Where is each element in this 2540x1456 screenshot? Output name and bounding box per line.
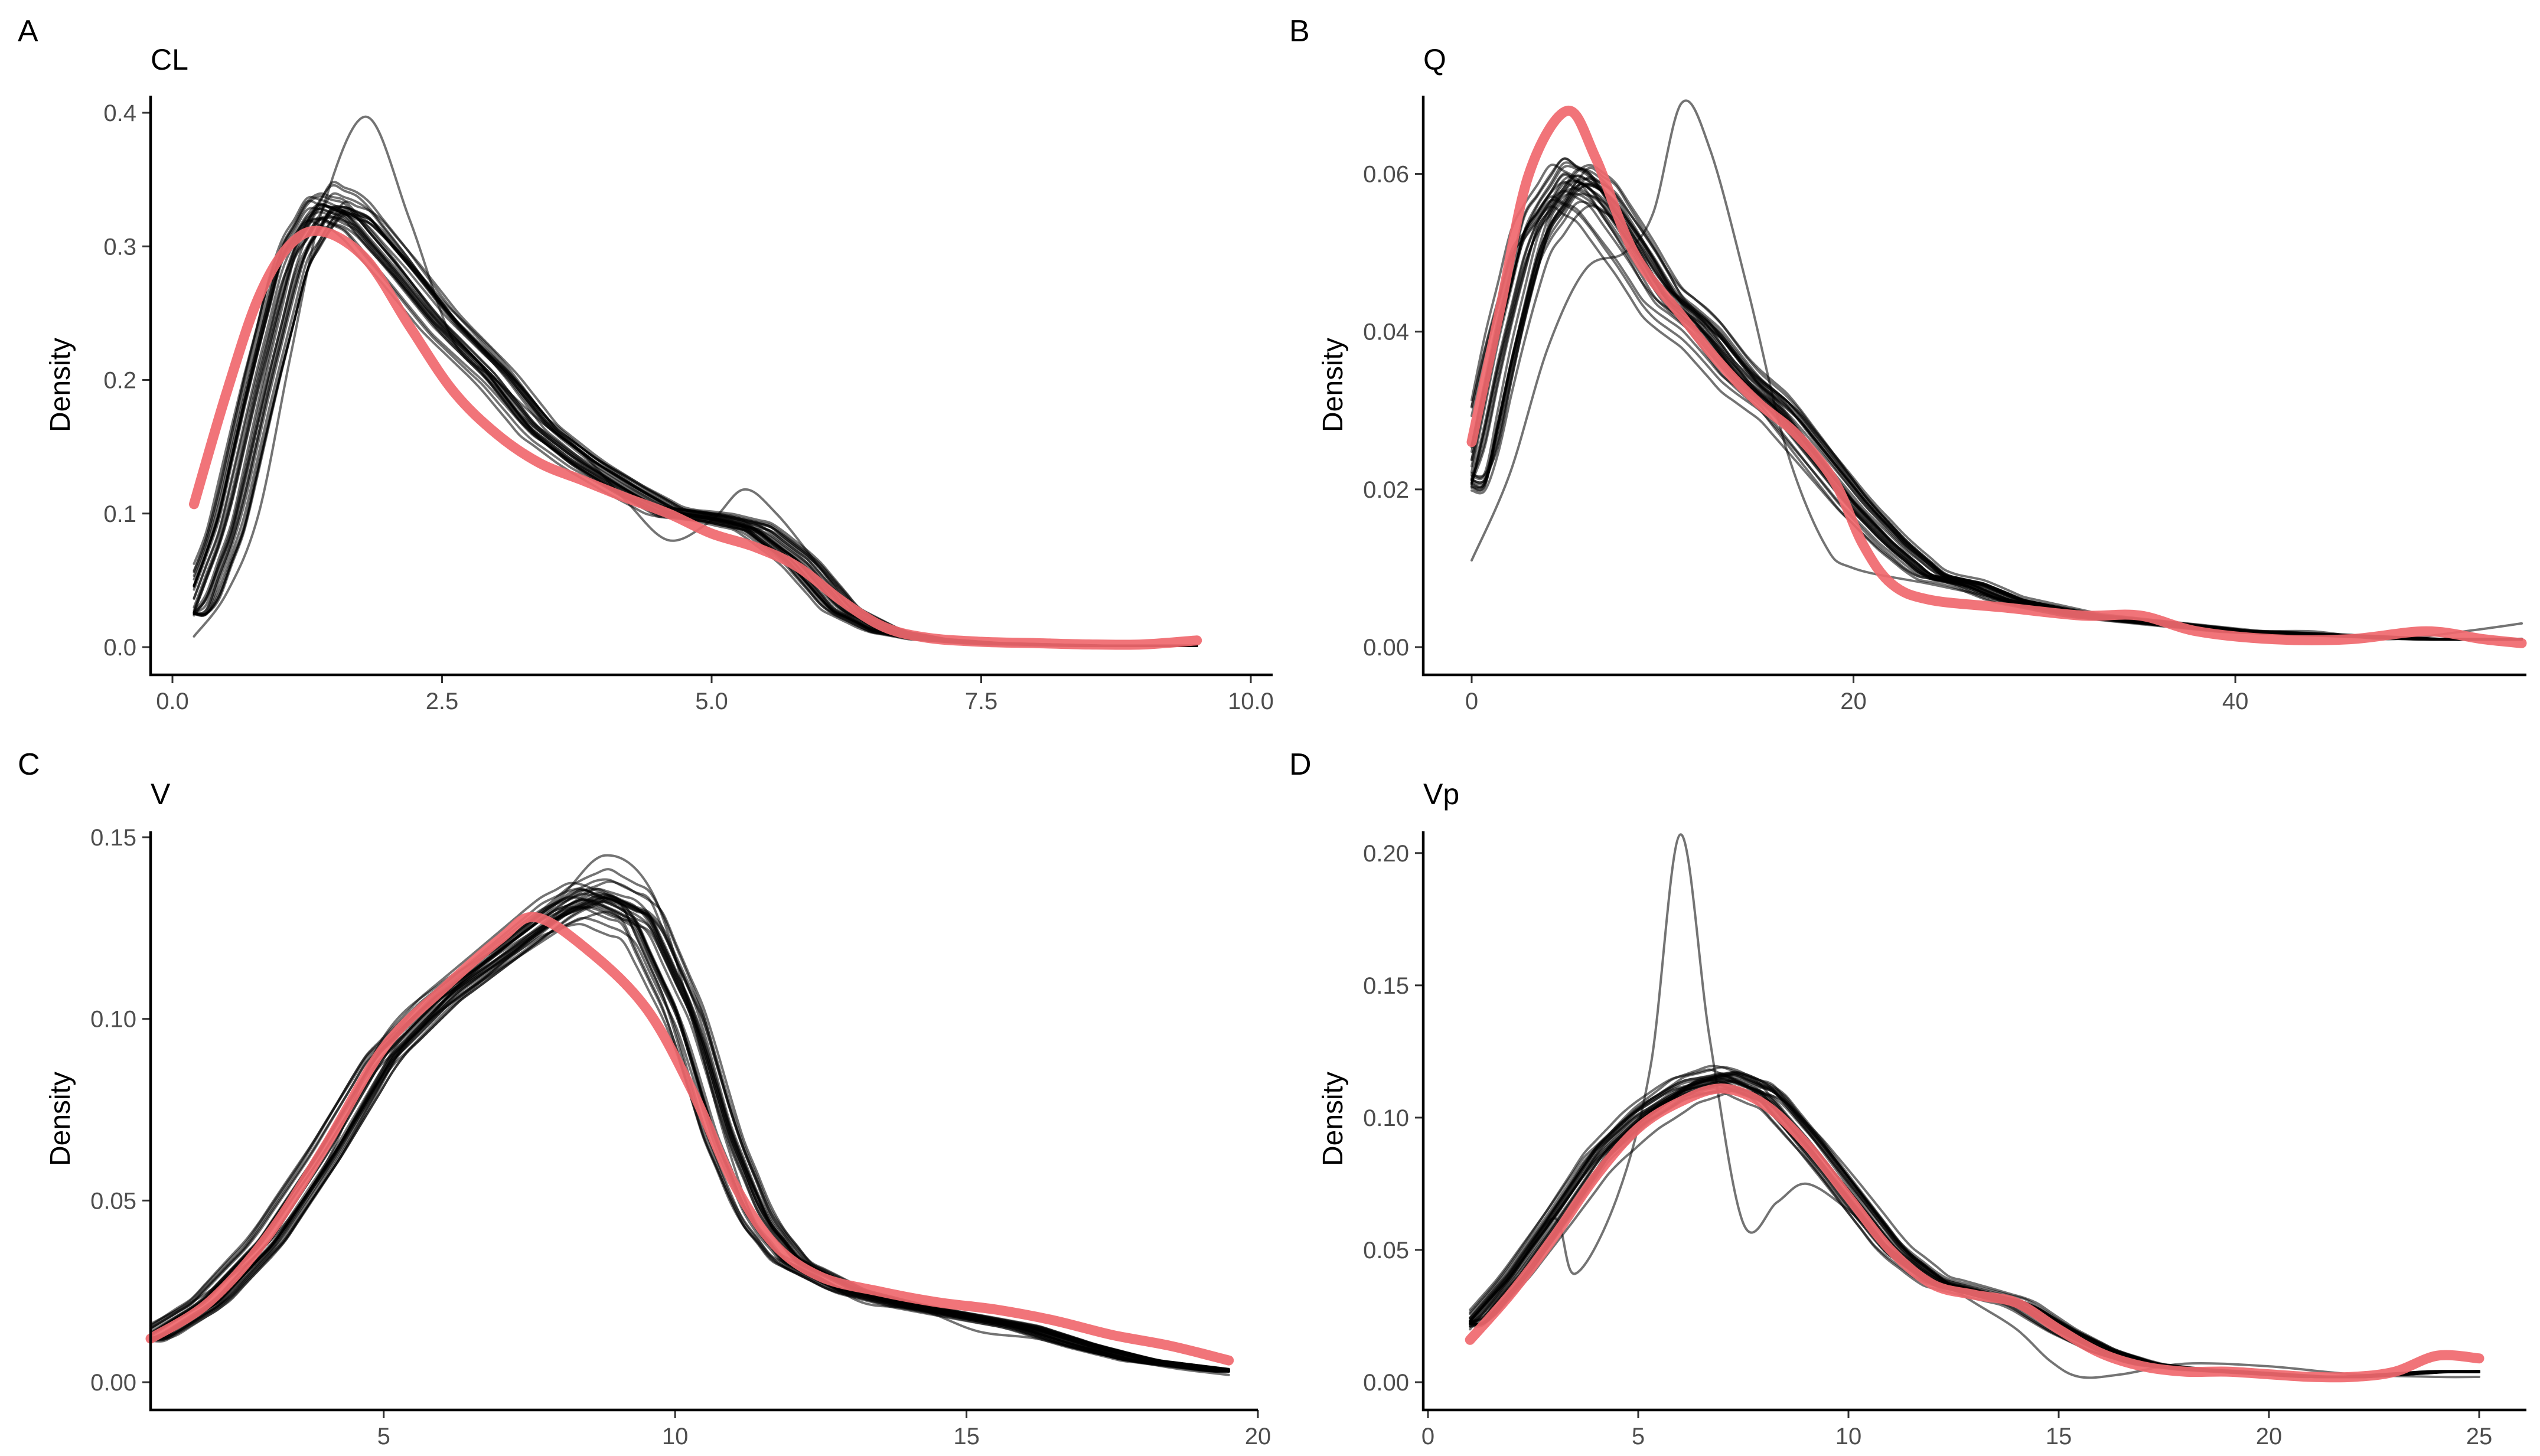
y-tick-label: 0.2 [103, 368, 136, 394]
x-tick-label: 5 [377, 1424, 390, 1450]
panel-letter: D [1289, 747, 1312, 782]
x-tick-label: 0 [1465, 688, 1478, 714]
x-tick-label: 25 [2466, 1424, 2493, 1450]
y-axis-ticks: 0.00 0.05 0.10 0.15 0.20 [1363, 841, 1423, 1396]
y-axis-ticks: 0.0 0.1 0.2 0.3 0.4 [103, 100, 151, 661]
panel-title: V [151, 778, 171, 811]
density-curves [145, 854, 1234, 1376]
axes-frame [149, 831, 1258, 1412]
panel-letter: C [18, 747, 40, 782]
x-tick-label: 7.5 [965, 688, 998, 714]
observed-density-line [1466, 106, 2527, 648]
density-curves [1466, 99, 2527, 648]
y-tick-label: 0.10 [90, 1007, 136, 1033]
y-tick-label: 0.00 [1363, 1370, 1409, 1396]
observed-density-line [1465, 1083, 2484, 1383]
y-tick-label: 0.15 [1363, 973, 1409, 999]
panel-title: CL [151, 43, 188, 76]
density-curves [1465, 833, 2484, 1383]
x-tick-label: 15 [953, 1424, 980, 1450]
y-tick-label: 0.00 [1363, 635, 1409, 661]
x-tick-label: 15 [2046, 1424, 2072, 1450]
panel-title: Vp [1423, 778, 1459, 811]
y-axis-label: Density [45, 338, 76, 432]
simulated-density-line [1470, 99, 2523, 641]
x-tick-label: 40 [2222, 688, 2249, 714]
x-tick-label: 0.0 [156, 688, 189, 714]
x-tick-label: 5.0 [695, 688, 728, 714]
panel-a: A CL Density 0.0 0.1 0.2 0.3 0.4 0.0 2.5 5.0 7.… [18, 14, 1274, 714]
x-tick-label: 10 [662, 1424, 689, 1450]
simulated-density-line [1469, 833, 2480, 1379]
panel-c: C V Density 0.00 0.05 0.10 0.15 5 10 15 20 [18, 747, 1271, 1450]
panel-letter: A [18, 14, 38, 48]
panel-title: Q [1423, 43, 1446, 76]
axes-frame [1421, 831, 2526, 1412]
panel-letter: B [1289, 14, 1310, 48]
y-tick-label: 0.20 [1363, 841, 1409, 867]
y-axis-ticks: 0.00 0.05 0.10 0.15 [90, 825, 151, 1396]
x-tick-label: 20 [1840, 688, 1867, 714]
x-tick-label: 2.5 [426, 688, 459, 714]
y-tick-label: 0.00 [90, 1370, 136, 1396]
y-tick-label: 0.1 [103, 501, 136, 527]
y-tick-label: 0.02 [1363, 477, 1409, 503]
axes-frame [1421, 96, 2526, 677]
x-axis-ticks: 0 20 40 [1465, 675, 2248, 714]
x-tick-label: 10 [1835, 1424, 1862, 1450]
y-tick-label: 0.04 [1363, 319, 1409, 345]
y-tick-label: 0.05 [90, 1188, 136, 1214]
y-tick-label: 0.4 [103, 100, 136, 126]
y-axis-label: Density [1318, 1072, 1349, 1166]
x-tick-label: 20 [1245, 1424, 1271, 1450]
x-tick-label: 5 [1632, 1424, 1645, 1450]
x-tick-label: 10.0 [1228, 688, 1274, 714]
density-curves [189, 115, 1202, 650]
y-tick-label: 0.3 [103, 234, 136, 260]
x-axis-ticks: 0 5 10 15 20 25 [1421, 1410, 2492, 1450]
observed-density-line [145, 912, 1234, 1366]
simulated-density-line [149, 854, 1230, 1376]
observed-density-line [189, 226, 1202, 650]
y-tick-label: 0.10 [1363, 1105, 1409, 1131]
y-axis-label: Density [1318, 338, 1349, 432]
y-tick-label: 0.06 [1363, 162, 1409, 188]
y-axis-label: Density [45, 1072, 76, 1166]
x-tick-label: 0 [1421, 1424, 1434, 1450]
axes-frame [149, 96, 1273, 677]
y-axis-ticks: 0.00 0.02 0.04 0.06 [1363, 162, 1423, 661]
panel-d: D Vp Density 0.00 0.05 0.10 0.15 0.20 0 5 10 15… [1289, 747, 2526, 1450]
y-tick-label: 0.05 [1363, 1238, 1409, 1264]
x-tick-label: 20 [2256, 1424, 2283, 1450]
panel-b: B Q Density 0.00 0.02 0.04 0.06 0 20 40 [1289, 14, 2527, 714]
y-tick-label: 0.15 [90, 825, 136, 851]
x-axis-ticks: 5 10 15 20 [377, 1410, 1271, 1450]
y-tick-label: 0.0 [103, 635, 136, 661]
x-axis-ticks: 0.0 2.5 5.0 7.5 10.0 [156, 675, 1274, 714]
